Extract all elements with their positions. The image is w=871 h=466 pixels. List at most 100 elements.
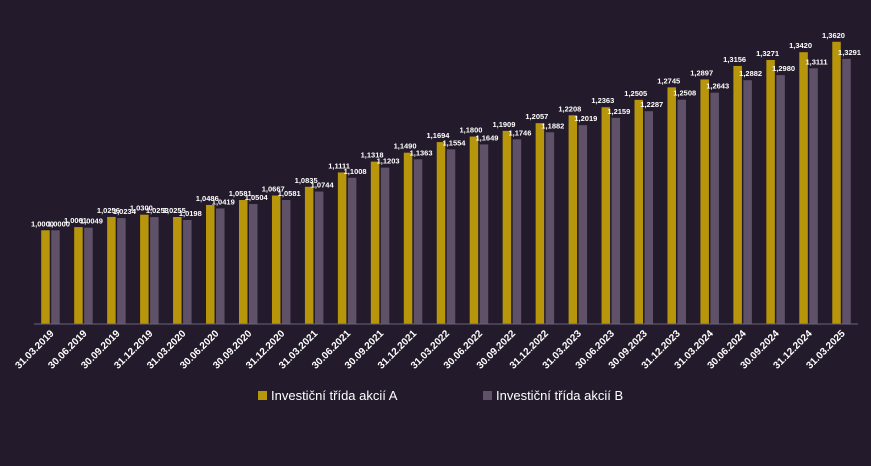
value-label-b-8: 1,0744 bbox=[311, 181, 335, 190]
legend-label-b: Investiční třída akcií B bbox=[496, 388, 623, 403]
legend-item-a[interactable]: Investiční třída akcií A bbox=[258, 388, 398, 403]
bars-group bbox=[41, 41, 851, 325]
value-label-b-21: 1,2882 bbox=[739, 69, 762, 78]
value-label-b-15: 1,1882 bbox=[541, 121, 564, 130]
bar-a-7 bbox=[271, 195, 281, 324]
bar-b-23 bbox=[809, 68, 818, 324]
value-label-a-17: 1,2363 bbox=[591, 96, 614, 105]
bar-b-22 bbox=[776, 75, 785, 324]
bar-a-5 bbox=[206, 204, 215, 324]
value-label-b-11: 1,1363 bbox=[410, 148, 433, 157]
value-label-a-19: 1,2745 bbox=[657, 76, 680, 85]
value-label-a-7: 1,0667 bbox=[262, 185, 285, 194]
value-label-a-15: 1,2057 bbox=[525, 112, 548, 121]
legend-label-a: Investiční třída akcií A bbox=[271, 388, 398, 403]
value-label-b-17: 1,2159 bbox=[607, 107, 630, 116]
value-label-b-3: 1,0253 bbox=[146, 206, 169, 215]
legend-item-b[interactable]: Investiční třída akcií B bbox=[483, 388, 623, 403]
bar-a-22 bbox=[766, 59, 775, 325]
bar-a-14 bbox=[502, 130, 512, 324]
bar-a-15 bbox=[535, 123, 545, 324]
bar-a-24 bbox=[832, 41, 841, 324]
value-label-b-6: 1,0504 bbox=[245, 193, 269, 202]
value-label-a-12: 1,1694 bbox=[427, 131, 451, 140]
value-label-a-9: 1,1111 bbox=[328, 161, 350, 170]
value-label-b-10: 1,1203 bbox=[377, 157, 400, 166]
bar-b-18 bbox=[644, 111, 654, 324]
legend-swatch-b bbox=[483, 391, 492, 400]
bar-a-16 bbox=[568, 115, 578, 324]
value-label-a-1: 1,0061 bbox=[64, 216, 87, 225]
bar-a-6 bbox=[238, 200, 248, 324]
bar-b-21 bbox=[743, 80, 752, 325]
bar-b-24 bbox=[842, 58, 851, 325]
bar-b-20 bbox=[710, 92, 719, 324]
value-label-a-13: 1,1800 bbox=[459, 126, 482, 135]
bar-b-10 bbox=[380, 167, 390, 324]
value-label-b-14: 1,1746 bbox=[508, 128, 531, 137]
bar-a-21 bbox=[733, 65, 742, 324]
bar-a-11 bbox=[403, 152, 413, 324]
value-label-a-22: 1,3271 bbox=[756, 49, 779, 58]
value-label-a-2: 1,0256 bbox=[97, 206, 120, 215]
bar-a-18 bbox=[634, 99, 644, 324]
value-label-b-19: 1,2508 bbox=[673, 89, 696, 98]
value-label-b-7: 1,0581 bbox=[278, 189, 301, 198]
bar-a-13 bbox=[469, 136, 479, 324]
bar-a-19 bbox=[667, 87, 676, 324]
value-label-b-1: 1,0049 bbox=[80, 217, 103, 226]
bar-a-9 bbox=[337, 172, 347, 324]
bar-b-3 bbox=[150, 217, 159, 324]
bar-b-6 bbox=[248, 204, 258, 324]
value-label-b-18: 1,2287 bbox=[640, 100, 663, 109]
value-label-b-5: 1,0419 bbox=[212, 197, 235, 206]
bar-b-13 bbox=[479, 144, 489, 324]
value-labels-group: 1,00001,00001,00611,00491,02561,02341,03… bbox=[31, 31, 861, 228]
value-label-a-8: 1,0835 bbox=[295, 176, 318, 185]
value-label-a-20: 1,2897 bbox=[690, 68, 713, 77]
value-label-b-0: 1,0000 bbox=[47, 219, 70, 228]
bar-a-1 bbox=[74, 227, 83, 324]
bar-b-8 bbox=[314, 191, 324, 324]
bar-a-8 bbox=[304, 186, 314, 324]
value-label-a-11: 1,1490 bbox=[394, 142, 417, 151]
value-label-a-6: 1,0581 bbox=[229, 189, 252, 198]
bar-b-5 bbox=[216, 208, 225, 324]
value-label-a-4: 1,0255 bbox=[163, 206, 186, 215]
value-label-b-23: 1,3111 bbox=[805, 57, 827, 66]
bar-a-2 bbox=[107, 216, 116, 324]
bar-a-17 bbox=[601, 107, 611, 325]
bar-b-19 bbox=[677, 99, 686, 324]
value-label-a-23: 1,3420 bbox=[789, 41, 812, 50]
bar-b-15 bbox=[545, 132, 555, 324]
bar-b-4 bbox=[183, 219, 192, 324]
bar-a-0 bbox=[41, 230, 50, 324]
value-label-a-10: 1,1318 bbox=[361, 151, 384, 160]
bar-b-2 bbox=[117, 218, 126, 324]
value-label-b-12: 1,1554 bbox=[443, 138, 467, 147]
legend-swatch-a bbox=[258, 391, 267, 400]
bar-b-17 bbox=[611, 117, 621, 324]
value-label-a-18: 1,2505 bbox=[624, 89, 647, 98]
bar-a-4 bbox=[173, 217, 182, 324]
bar-b-16 bbox=[578, 125, 588, 325]
bar-b-0 bbox=[51, 230, 60, 324]
bar-b-9 bbox=[347, 177, 357, 324]
legend: Investiční třída akcií A Investiční tříd… bbox=[258, 388, 623, 403]
value-label-b-20: 1,2643 bbox=[706, 82, 729, 91]
value-label-a-24: 1,3620 bbox=[822, 31, 845, 40]
value-label-a-16: 1,2208 bbox=[558, 104, 581, 113]
bar-a-20 bbox=[700, 79, 709, 325]
value-label-b-24: 1,3291 bbox=[838, 48, 861, 57]
bar-b-14 bbox=[512, 139, 522, 324]
value-label-b-16: 1,2019 bbox=[574, 114, 597, 123]
value-label-a-14: 1,1909 bbox=[492, 120, 515, 129]
value-label-a-21: 1,3156 bbox=[723, 55, 746, 64]
bar-a-23 bbox=[799, 52, 808, 324]
bar-a-12 bbox=[436, 142, 446, 324]
value-label-b-4: 1,0198 bbox=[179, 209, 202, 218]
value-label-a-3: 1,0300 bbox=[130, 204, 153, 213]
value-label-b-22: 1,2980 bbox=[772, 64, 795, 73]
value-label-a-0: 1,0000 bbox=[31, 219, 54, 228]
